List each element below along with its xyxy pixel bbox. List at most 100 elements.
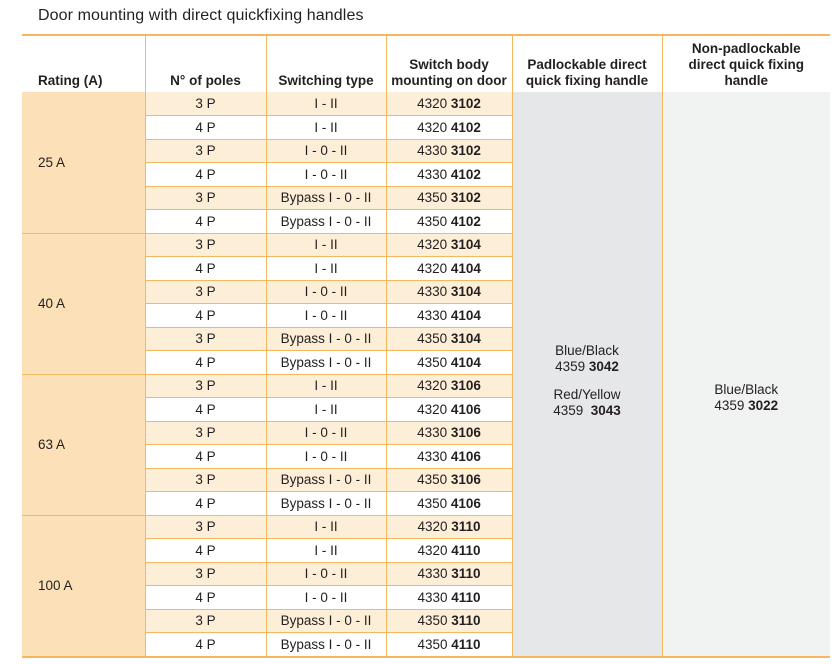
table-row: 4 P Bypass I - 0 - II 4350 4106 [22, 491, 830, 516]
code-prefix: 4350 [417, 331, 448, 347]
code-suffix: 3110 [451, 613, 481, 629]
header-non-padlockable-line2: direct quick fixing [688, 57, 805, 72]
option-code: 3022 [748, 398, 779, 413]
switch-body-code-cell: 4350 4104 [386, 350, 513, 375]
poles-cell: 4 P [145, 585, 267, 610]
switching-type-cell: I - 0 - II [266, 139, 387, 163]
switching-type-cell: I - 0 - II [266, 421, 387, 445]
table-bottom-border [22, 656, 830, 658]
switching-type-cell: I - 0 - II [266, 162, 387, 187]
option-code: 3042 [588, 359, 619, 374]
code-suffix: 4106 [450, 448, 481, 464]
poles-cell: 3 P [145, 374, 267, 398]
header-non-padlockable: Non-padlockable direct quick fixing hand… [662, 36, 830, 92]
code-suffix: 4102 [450, 166, 481, 182]
page-title: Door mounting with direct quickfixing ha… [38, 7, 364, 24]
switching-type-cell: I - II [266, 92, 387, 116]
code-prefix: 4320 [417, 401, 448, 417]
code-prefix: 4330 [417, 143, 448, 159]
header-padlockable-line2: quick fixing handle [525, 73, 649, 88]
code-suffix: 3110 [451, 519, 481, 535]
switch-body-code-cell: 4320 4106 [386, 397, 513, 422]
header-row: Rating (A) N° of poles Switching type Sw… [22, 36, 830, 92]
switch-body-code-cell: 4330 4102 [386, 162, 513, 187]
switch-body-code-cell: 4320 3102 [386, 92, 513, 116]
switching-type-cell: Bypass I - 0 - II [266, 350, 387, 375]
code-prefix: 4330 [417, 284, 448, 300]
switch-body-code-cell: 4330 4104 [386, 303, 513, 328]
code-prefix: 4320 [417, 96, 448, 111]
switch-body-code-cell: 4350 3106 [386, 468, 513, 492]
header-non-padlockable-line3: handle [724, 73, 768, 88]
padlockable-handle-cell: Blue/Black 4359 3042 Red/Yellow 4359 3043 [512, 92, 663, 656]
title-divider [22, 34, 830, 36]
code-suffix: 4110 [451, 636, 481, 652]
code-suffix: 3106 [450, 425, 481, 441]
code-suffix: 3104 [450, 284, 481, 300]
code-prefix: 4350 [417, 213, 448, 229]
table-row: 3 P Bypass I - 0 - II 4350 3104 [22, 327, 830, 351]
switch-body-code-cell: 4350 3104 [386, 327, 513, 351]
code-suffix: 3102 [450, 143, 481, 159]
option-code: 3043 [590, 403, 621, 418]
switching-type-cell: I - 0 - II [266, 280, 387, 304]
switching-type-cell: Bypass I - 0 - II [266, 186, 387, 210]
code-prefix: 4330 [417, 425, 448, 441]
code-suffix: 3106 [450, 378, 481, 394]
code-prefix: 4350 [417, 354, 448, 370]
poles-cell: 4 P [145, 444, 267, 469]
switching-type-cell: I - II [266, 256, 387, 281]
switching-type-cell: I - 0 - II [266, 585, 387, 610]
switch-body-code-cell: 4330 3104 [386, 280, 513, 304]
poles-cell: 3 P [145, 139, 267, 163]
code-prefix: 4320 [417, 519, 448, 535]
switch-body-code-cell: 4320 3104 [386, 233, 513, 257]
poles-cell: 4 P [145, 538, 267, 563]
code-prefix: 4350 [417, 613, 448, 629]
switching-type-cell: I - 0 - II [266, 303, 387, 328]
switching-type-cell: I - II [266, 515, 387, 539]
product-table: Rating (A) N° of poles Switching type Sw… [22, 36, 830, 657]
header-padlockable: Padlockable direct quick fixing handle [512, 36, 663, 92]
option-label: Blue/Black [714, 382, 779, 397]
table-row: 3 P Bypass I - 0 - II 4350 3106 [22, 468, 830, 492]
switch-body-code-cell: 4320 4110 [386, 538, 513, 563]
code-prefix: 4350 [417, 190, 448, 206]
code-prefix: 4330 [417, 448, 448, 464]
poles-cell: 4 P [145, 491, 267, 516]
poles-cell: 3 P [145, 468, 267, 492]
code-prefix: 4350 [417, 495, 448, 511]
code-suffix: 3104 [450, 237, 481, 253]
switch-body-code-cell: 4330 3102 [386, 139, 513, 163]
non-padlockable-handle-cell: Blue/Black 4359 3022 [662, 92, 830, 656]
header-padlockable-line1: Padlockable direct [527, 57, 647, 72]
poles-cell: 3 P [145, 92, 267, 116]
padlockable-option-blue-black: Blue/Black 4359 3042 [515, 343, 660, 375]
switch-body-code-cell: 4320 3106 [386, 374, 513, 398]
code-suffix: 3110 [451, 566, 481, 582]
poles-cell: 4 P [145, 256, 267, 281]
poles-cell: 4 P [145, 632, 267, 657]
switch-body-code-cell: 4320 3110 [386, 515, 513, 539]
poles-cell: 4 P [145, 397, 267, 422]
code-suffix: 3102 [450, 190, 481, 206]
poles-cell: 3 P [145, 609, 267, 633]
header-poles: N° of poles [145, 36, 267, 92]
poles-cell: 4 P [145, 162, 267, 187]
code-suffix: 4104 [450, 307, 481, 323]
table-row: 4 P Bypass I - 0 - II 4350 4110 [22, 632, 830, 657]
code-suffix: 4110 [451, 542, 481, 558]
code-suffix: 4102 [450, 119, 481, 135]
switching-type-cell: I - II [266, 374, 387, 398]
switch-body-code-cell: 4330 3106 [386, 421, 513, 445]
table-row: 3 P Bypass I - 0 - II 4350 3110 [22, 609, 830, 633]
poles-cell: 4 P [145, 303, 267, 328]
switching-type-cell: I - II [266, 233, 387, 257]
